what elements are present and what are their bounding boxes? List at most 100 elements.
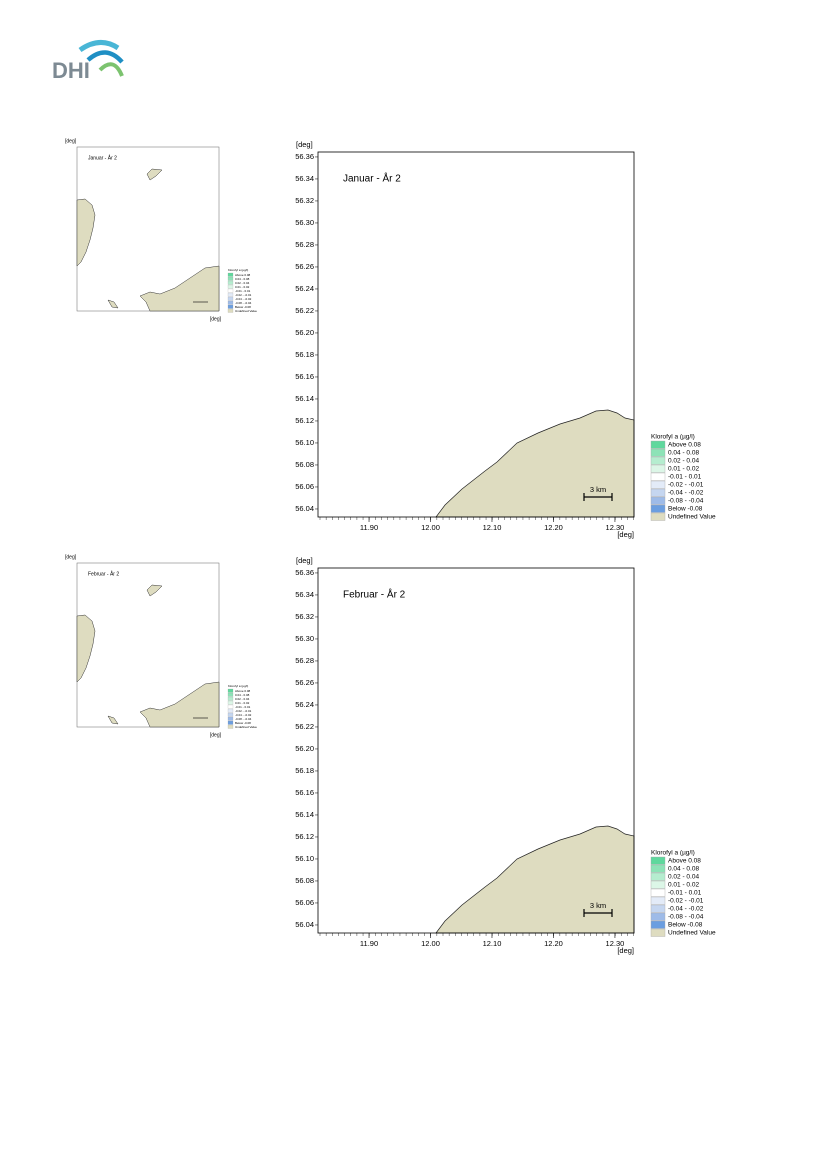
legend-label: -0.08 - -0.04 bbox=[235, 301, 252, 305]
legend-label: -0.08 - -0.04 bbox=[668, 914, 704, 921]
legend-label: Below -0.08 bbox=[235, 721, 251, 725]
legend-label: -0.08 - -0.04 bbox=[235, 717, 252, 721]
legend-label: -0.01 - 0.01 bbox=[235, 289, 251, 293]
legend-label: 0.04 - 0.08 bbox=[668, 450, 699, 457]
legend-swatch bbox=[650, 880, 666, 889]
y-tick-label: 56.32 bbox=[295, 612, 314, 621]
legend-label: Above 0.08 bbox=[235, 273, 251, 277]
y-unit: [deg] bbox=[296, 556, 313, 565]
logo-text: DHI bbox=[52, 58, 90, 83]
y-tick-label: 56.10 bbox=[295, 854, 314, 863]
panel: Februar - År 2[deg][deg]Above 0.080.04 -… bbox=[65, 554, 716, 955]
legend-label: Below -0.08 bbox=[668, 506, 703, 513]
legend-swatch bbox=[227, 276, 234, 281]
legend-label: -0.02 - -0.01 bbox=[668, 898, 704, 905]
x-tick-label: 12.00 bbox=[421, 523, 440, 532]
legend-swatch bbox=[227, 724, 234, 729]
legend-swatch bbox=[650, 456, 666, 465]
legend-swatch bbox=[227, 720, 234, 725]
legend-label: 0.02 - 0.04 bbox=[668, 458, 699, 465]
thumbnail-map: Januar - År 2 [deg] [deg] Above 0.080.04 - … bbox=[65, 138, 257, 322]
legend-swatch bbox=[650, 496, 666, 505]
x-unit: [deg] bbox=[617, 946, 634, 955]
land bbox=[107, 299, 119, 309]
legend-label: -0.04 - -0.02 bbox=[668, 906, 704, 913]
legend-swatch bbox=[650, 872, 666, 881]
legend-swatch bbox=[227, 296, 234, 301]
legend-label: 0.04 - 0.08 bbox=[235, 693, 250, 697]
legend-label: 0.01 - 0.02 bbox=[668, 466, 699, 473]
x-tick-label: 12.30 bbox=[606, 939, 625, 948]
y-tick-label: 56.28 bbox=[295, 656, 314, 665]
y-tick-label: 56.14 bbox=[295, 810, 314, 819]
legend-label: -0.02 - -0.01 bbox=[235, 709, 252, 713]
legend-label: 0.04 - 0.08 bbox=[668, 866, 699, 873]
legend-swatch bbox=[227, 704, 234, 709]
legend-label: -0.01 - 0.01 bbox=[235, 705, 251, 709]
y-tick-label: 56.22 bbox=[295, 722, 314, 731]
legend-label: 0.04 - 0.08 bbox=[235, 277, 250, 281]
legend-swatch bbox=[227, 284, 234, 289]
legend-title: Klorofyl a (µg/l) bbox=[228, 684, 248, 688]
y-tick-label: 56.06 bbox=[295, 898, 314, 907]
y-tick-label: 56.20 bbox=[295, 744, 314, 753]
panel: Januar - År 2[deg][deg]Above 0.080.04 - … bbox=[65, 138, 716, 539]
y-tick-label: 56.30 bbox=[295, 634, 314, 643]
legend-swatch bbox=[227, 688, 234, 693]
y-unit: [deg] bbox=[65, 554, 77, 560]
y-tick-label: 56.10 bbox=[295, 438, 314, 447]
legend-swatch bbox=[227, 308, 234, 313]
plot-frame bbox=[317, 567, 635, 934]
x-tick-label: 12.20 bbox=[544, 523, 563, 532]
legend-swatch bbox=[650, 912, 666, 921]
legend-swatch bbox=[650, 920, 666, 929]
legend-swatch bbox=[650, 504, 666, 513]
legend-swatch bbox=[227, 696, 234, 701]
y-tick-label: 56.36 bbox=[295, 152, 314, 161]
land bbox=[139, 681, 220, 728]
legend-swatch bbox=[227, 300, 234, 305]
legend-label: 0.02 - 0.04 bbox=[668, 874, 699, 881]
y-unit: [deg] bbox=[296, 140, 313, 149]
logo-swoosh bbox=[86, 50, 124, 64]
main-map: 56.36 56.34 56.32 56.30 56.28 56.26 56.24 56.22… bbox=[295, 556, 716, 955]
x-tick-label: 12.10 bbox=[483, 939, 502, 948]
land bbox=[107, 715, 119, 725]
y-tick-label: 56.28 bbox=[295, 240, 314, 249]
legend-swatch bbox=[650, 896, 666, 905]
legend-label: -0.04 - -0.02 bbox=[235, 297, 252, 301]
y-tick-label: 56.08 bbox=[295, 876, 314, 885]
land bbox=[76, 198, 96, 267]
legend-swatch bbox=[650, 888, 666, 897]
land bbox=[146, 584, 163, 597]
y-tick-label: 56.32 bbox=[295, 196, 314, 205]
land bbox=[76, 614, 96, 683]
legend-label: -0.02 - -0.01 bbox=[668, 482, 704, 489]
x-tick-label: 11.90 bbox=[360, 523, 378, 532]
map-title: Februar - År 2 bbox=[343, 588, 406, 601]
legend-label: -0.04 - -0.02 bbox=[668, 490, 704, 497]
legend-swatch bbox=[650, 864, 666, 873]
land bbox=[435, 825, 635, 934]
legend-swatch bbox=[650, 440, 666, 449]
legend-swatch bbox=[650, 512, 666, 521]
legend-swatch bbox=[227, 708, 234, 713]
legend-label: 0.01 - 0.02 bbox=[668, 882, 699, 889]
x-tick-label: 11.90 bbox=[360, 939, 378, 948]
logo-swoosh bbox=[78, 40, 120, 53]
legend-label: Undefined Value bbox=[668, 930, 716, 937]
y-tick-label: 56.06 bbox=[295, 482, 314, 491]
land bbox=[146, 168, 163, 181]
logo-swoosh bbox=[98, 62, 124, 77]
x-unit: [deg] bbox=[210, 732, 222, 738]
land bbox=[435, 409, 635, 518]
legend-swatch bbox=[227, 280, 234, 285]
y-tick-label: 56.26 bbox=[295, 262, 314, 271]
y-tick-label: 56.16 bbox=[295, 788, 314, 797]
logo: DHI bbox=[52, 40, 124, 83]
scale-bar bbox=[583, 909, 613, 917]
y-tick-label: 56.04 bbox=[295, 504, 314, 513]
legend-swatch bbox=[227, 716, 234, 721]
legend-label: 0.02 - 0.04 bbox=[235, 281, 250, 285]
legend-label: -0.08 - -0.04 bbox=[668, 498, 704, 505]
